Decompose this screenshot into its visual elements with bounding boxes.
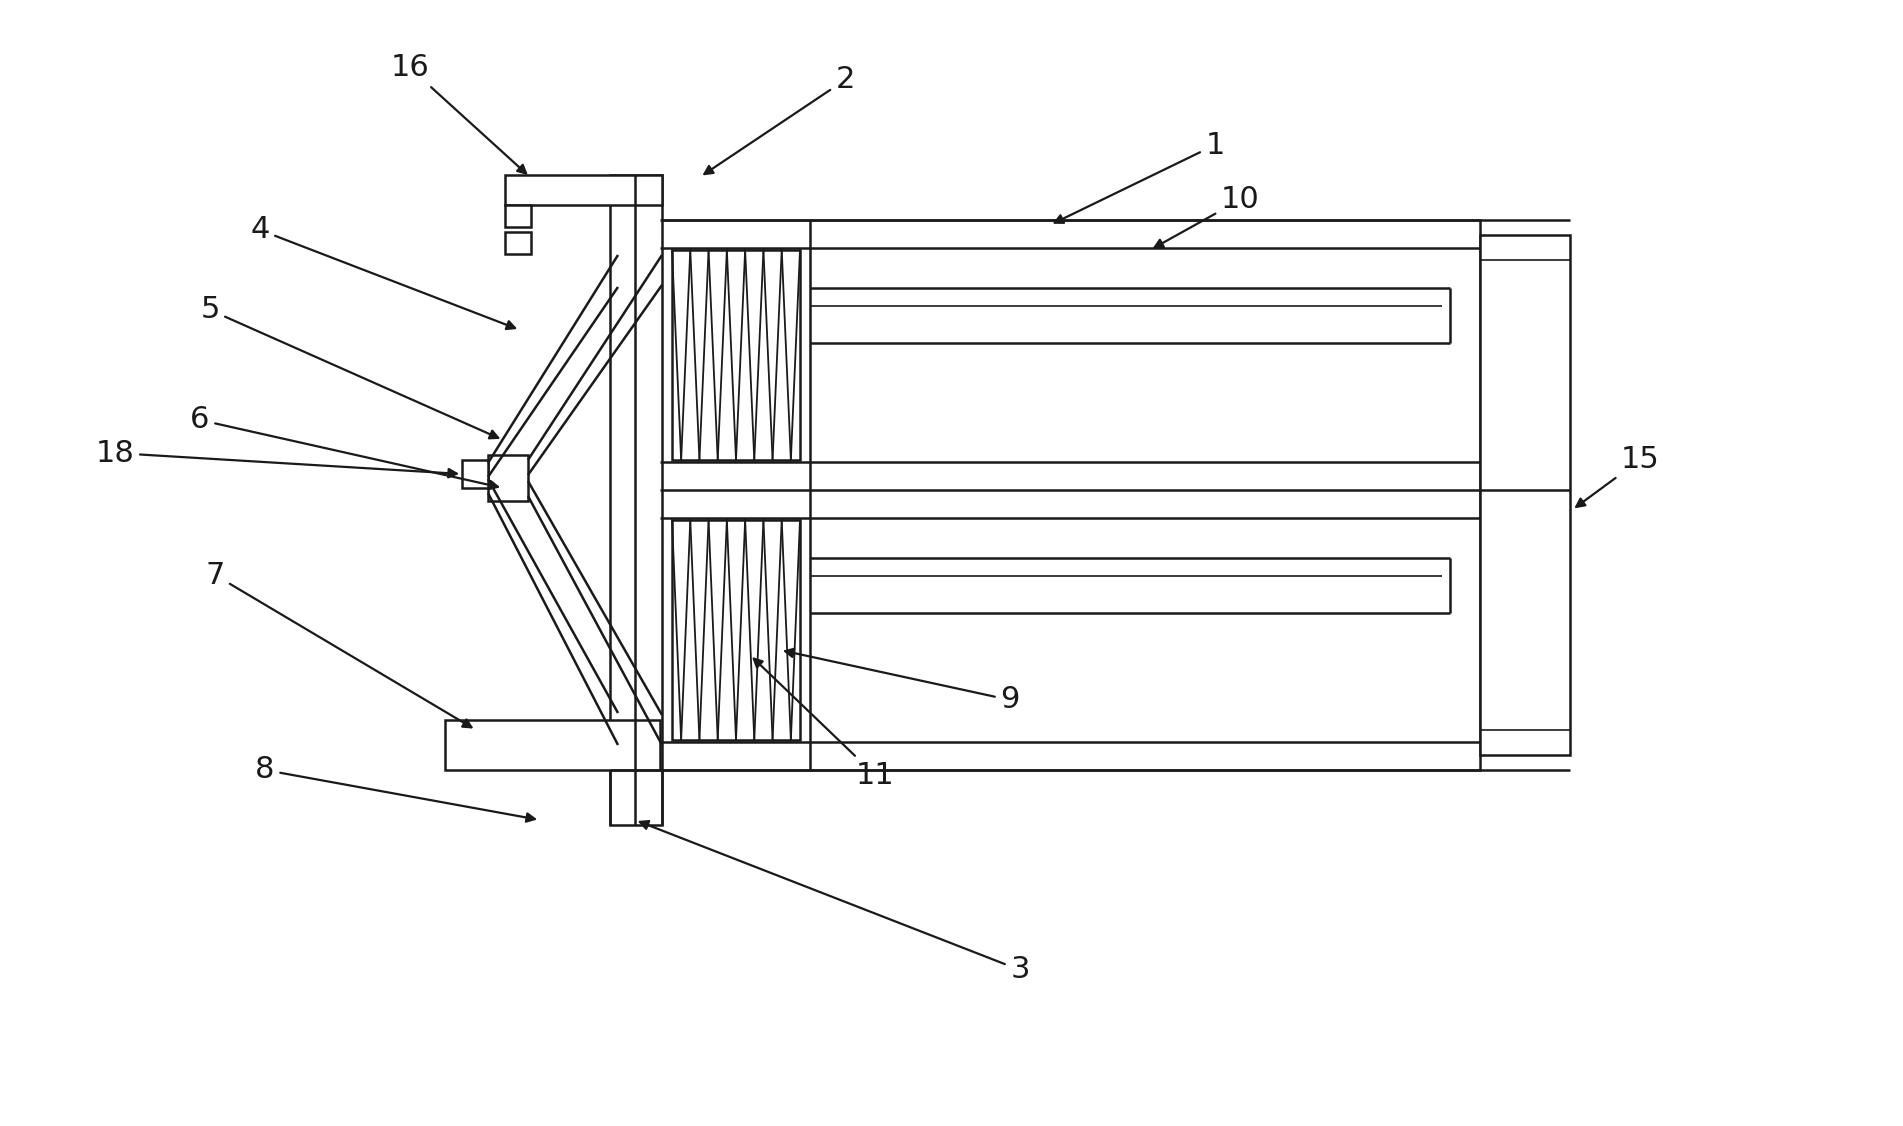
Text: 15: 15 (1576, 446, 1659, 507)
Text: 11: 11 (754, 659, 894, 789)
Bar (504, 175, 662, 205)
Text: 1: 1 (1054, 131, 1226, 223)
Text: 9: 9 (786, 649, 1020, 715)
Text: 6: 6 (190, 405, 499, 489)
Bar (672, 250, 799, 461)
Bar (445, 720, 660, 770)
Text: 10: 10 (1155, 186, 1260, 248)
Text: 2: 2 (704, 65, 854, 175)
Bar (504, 205, 531, 227)
Text: 8: 8 (255, 756, 535, 822)
Text: 3: 3 (639, 821, 1030, 984)
Text: 5: 5 (200, 295, 499, 438)
Text: 16: 16 (390, 54, 525, 173)
Bar (487, 455, 527, 501)
Bar (462, 461, 487, 488)
Bar (1481, 235, 1570, 756)
Text: 18: 18 (95, 438, 457, 477)
Bar (504, 232, 531, 254)
Bar (672, 520, 799, 740)
Text: 7: 7 (206, 561, 472, 727)
Text: 4: 4 (251, 215, 516, 329)
Bar (660, 220, 1481, 770)
Bar (611, 175, 662, 825)
